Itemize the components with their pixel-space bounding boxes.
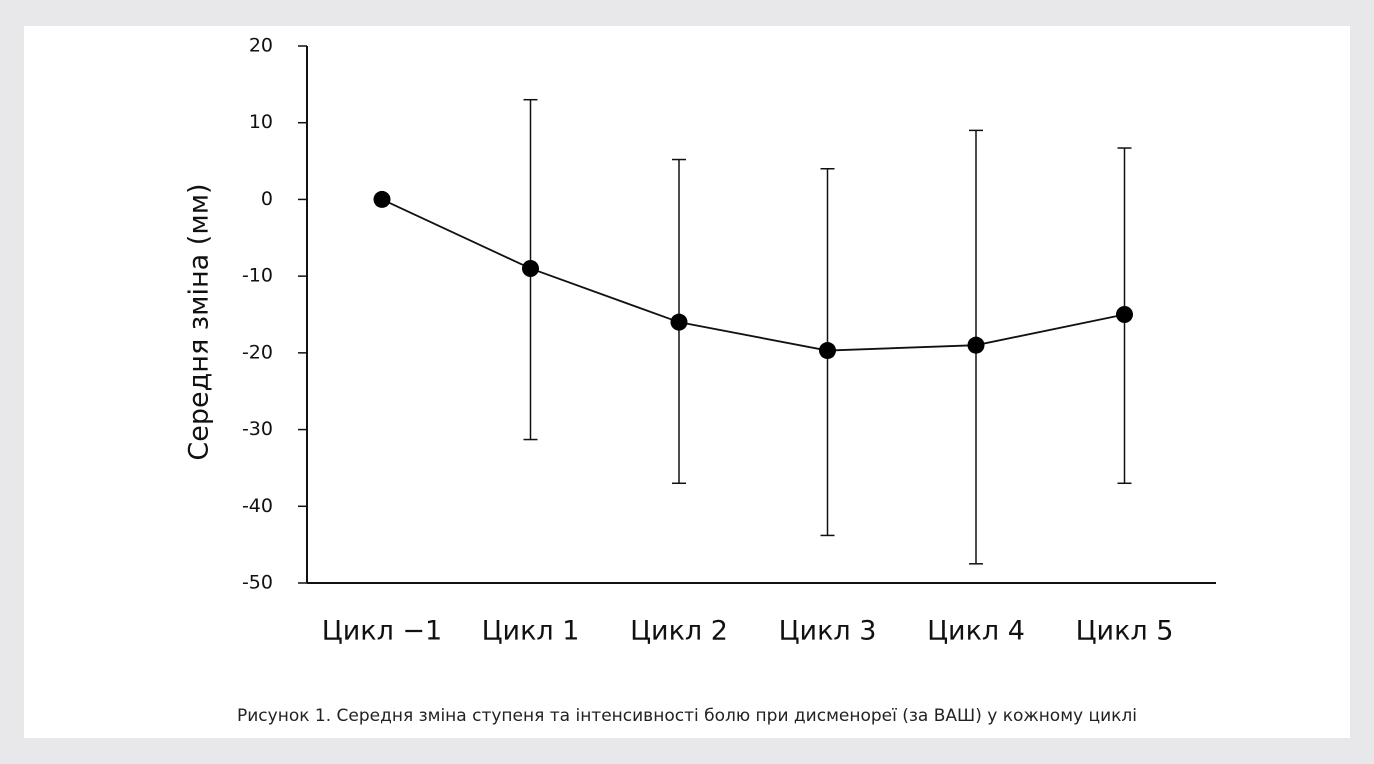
y-tick-label: 0	[261, 188, 273, 210]
y-tick-label: 10	[249, 111, 273, 133]
y-tick-label: -40	[242, 495, 273, 517]
series-line	[381, 198, 1125, 352]
chart: 20 10 0 -10 -20 -30 -40 -50 Цикл −1 Цикл 1 Цикл 2…	[184, 35, 1216, 647]
data-point	[967, 336, 985, 354]
y-tick-label: -20	[242, 341, 273, 363]
series-polyline	[381, 198, 1125, 352]
x-category-label: Цикл 5	[1076, 616, 1174, 647]
x-category-label: Цикл 4	[927, 616, 1025, 647]
chart-card	[24, 26, 1350, 738]
data-point	[522, 259, 539, 277]
data-points	[373, 190, 1133, 360]
x-axis: Цикл −1 Цикл 1 Цикл 2 Цикл 3 Цикл 4 Цикл 5	[307, 582, 1216, 647]
data-point	[373, 190, 391, 208]
y-axis: 20 10 0 -10 -20 -30 -40 -50	[242, 35, 308, 594]
x-category-label: Цикл 1	[482, 616, 580, 647]
x-category-label: Цикл 3	[779, 616, 877, 647]
x-category-label: Цикл −1	[322, 616, 442, 647]
figure-caption: Рисунок 1. Середня зміна ступеня та інте…	[237, 706, 1137, 726]
data-point	[1116, 306, 1133, 323]
y-axis-label: Середня зміна (мм)	[184, 183, 215, 460]
data-point	[670, 313, 688, 331]
y-tick-label: 20	[249, 35, 273, 57]
x-category-label: Цикл 2	[630, 616, 728, 647]
y-tick-label: -30	[242, 418, 273, 440]
y-tick-label: -50	[242, 572, 273, 594]
y-tick-label: -10	[242, 265, 273, 287]
data-point	[819, 342, 836, 360]
